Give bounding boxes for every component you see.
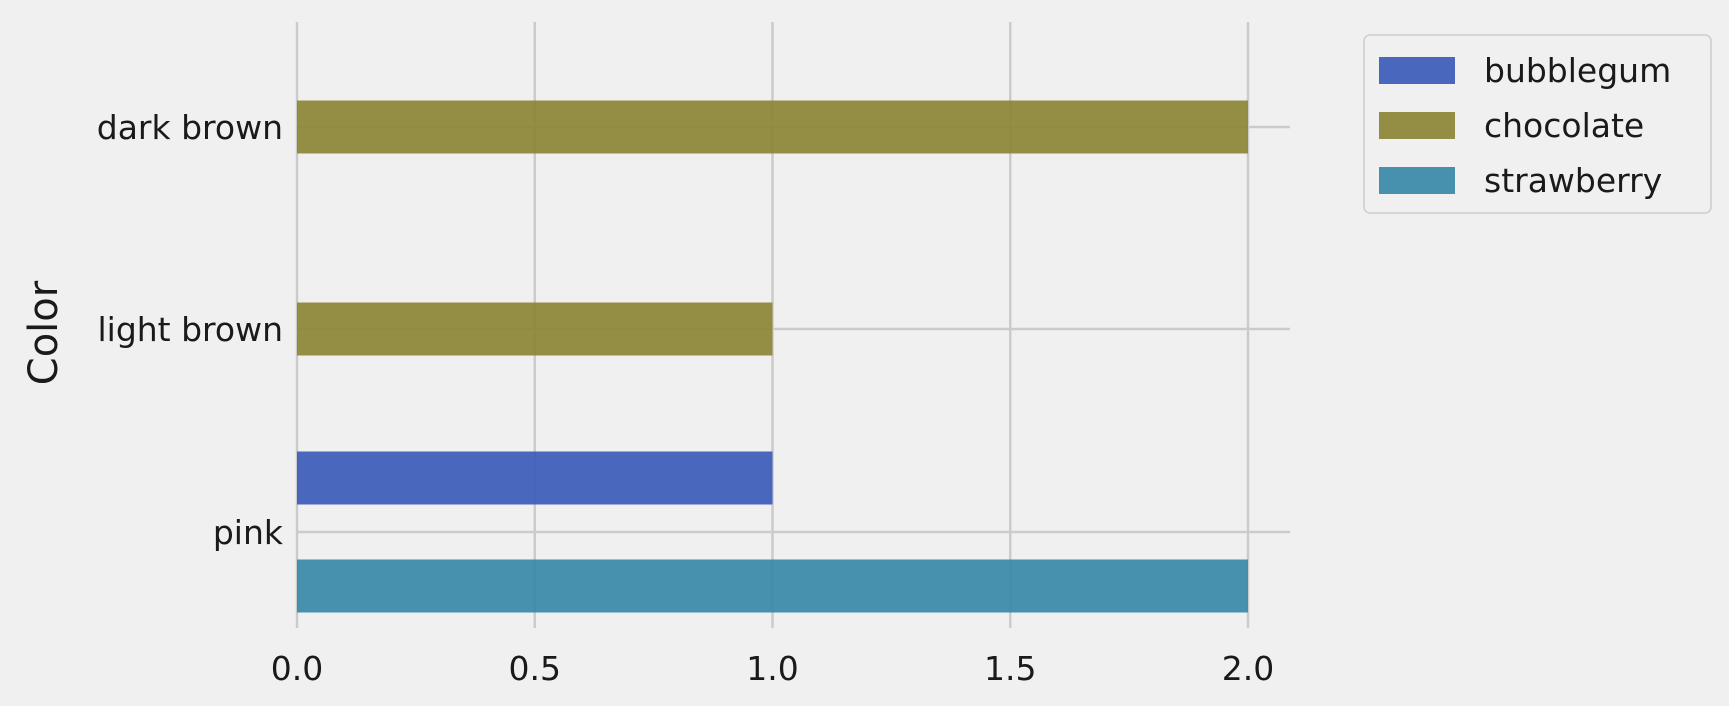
x-tick-labels: 0.0 0.5 1.0 1.5 2.0 <box>271 649 1274 688</box>
x-tick-label: 1.5 <box>984 649 1036 688</box>
legend-label-bubblegum: bubblegum <box>1484 51 1671 90</box>
x-tick-label: 1.0 <box>746 649 798 688</box>
bar-strawberry-pink <box>297 559 1248 613</box>
y-tick-label: dark brown <box>97 108 283 147</box>
x-tick-label: 0.5 <box>509 649 561 688</box>
legend-swatch-bubblegum <box>1379 57 1455 84</box>
x-tick-label: 0.0 <box>271 649 323 688</box>
legend: bubblegum chocolate strawberry <box>1363 34 1712 214</box>
bar-bubblegum-pink <box>297 451 773 505</box>
y-tick-label: light brown <box>97 310 283 349</box>
y-axis-title: Color <box>21 280 67 385</box>
legend-label-strawberry: strawberry <box>1484 161 1662 200</box>
bars-layer <box>297 100 1248 613</box>
legend-label-chocolate: chocolate <box>1484 106 1644 145</box>
x-tick-label: 2.0 <box>1222 649 1274 688</box>
y-tick-labels: pink light brown dark brown <box>97 108 284 552</box>
legend-swatch-chocolate <box>1379 112 1455 139</box>
legend-items: bubblegum chocolate strawberry <box>1379 51 1671 200</box>
bar-chocolate-dark-brown <box>297 100 1248 154</box>
legend-swatch-strawberry <box>1379 167 1455 194</box>
y-tick-label: pink <box>213 513 284 552</box>
bar-chocolate-light-brown <box>297 302 773 356</box>
